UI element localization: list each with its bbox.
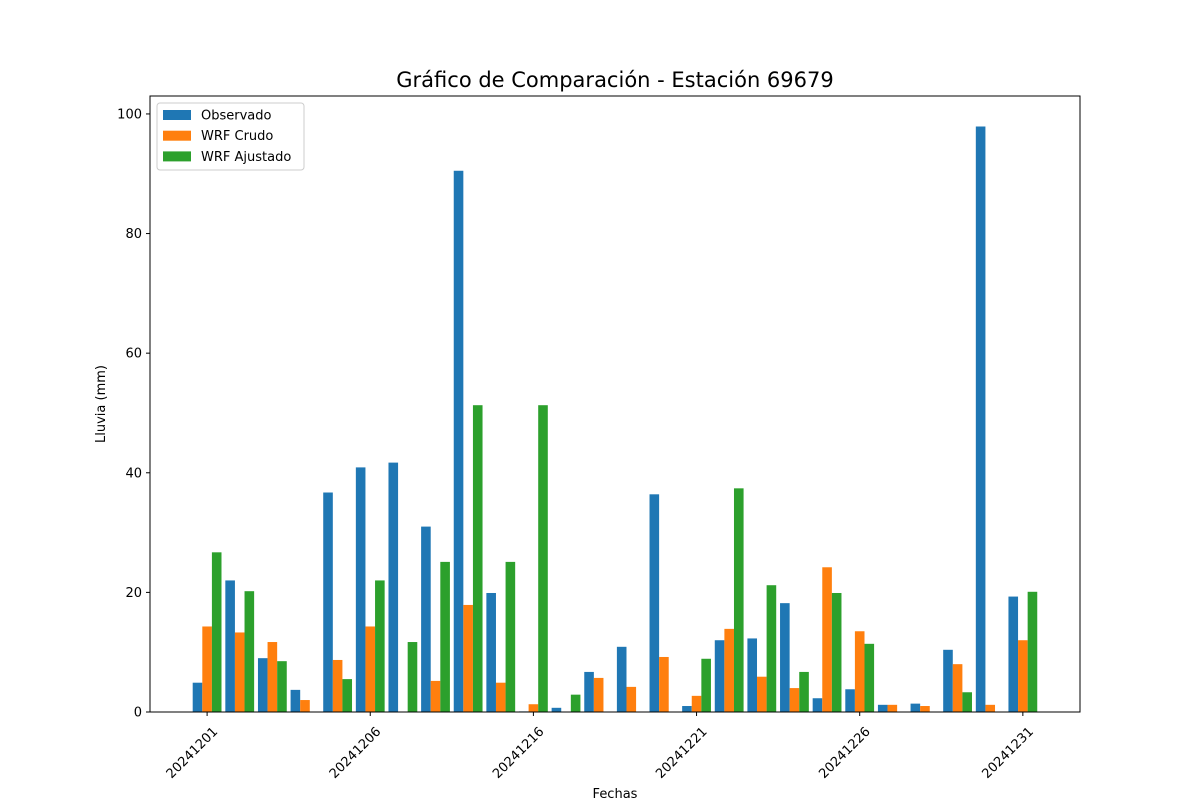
bar-0-18 <box>780 603 790 712</box>
bar-2-9 <box>505 561 516 712</box>
x-tick-label-5: 20241231 <box>980 724 1037 781</box>
legend-swatch-0 <box>163 110 191 120</box>
bar-0-9 <box>486 592 496 712</box>
y-tick-label-5: 100 <box>117 107 142 122</box>
y-tick-label-4: 80 <box>125 227 142 242</box>
bar-0-15 <box>682 706 692 712</box>
bar-0-16 <box>714 640 725 712</box>
bar-2-8 <box>472 405 483 712</box>
bar-0-2 <box>257 658 268 712</box>
bar-2-17 <box>766 585 777 712</box>
x-axis-label: Fechas <box>593 787 638 800</box>
bar-0-6 <box>388 462 399 712</box>
bar-2-11 <box>570 694 581 712</box>
bar-0-21 <box>877 704 888 712</box>
bar-1-1 <box>234 632 245 712</box>
bar-2-1 <box>244 591 255 712</box>
y-axis-label: Lluvia (mm) <box>94 365 109 443</box>
bar-2-2 <box>277 661 287 712</box>
bar-1-12 <box>593 677 604 712</box>
bar-1-13 <box>626 686 637 712</box>
bar-2-20 <box>864 643 875 712</box>
bar-0-8 <box>453 170 464 712</box>
bar-2-4 <box>342 679 353 712</box>
x-tick-label-2: 20241216 <box>490 724 547 781</box>
bar-0-3 <box>290 689 301 712</box>
bar-2-7 <box>440 561 450 712</box>
bar-1-25 <box>1018 640 1028 712</box>
bar-1-0 <box>202 626 212 712</box>
x-tick-label-4: 20241226 <box>816 724 873 781</box>
legend-label-1: WRF Crudo <box>201 129 273 144</box>
bar-0-5 <box>355 467 366 712</box>
bar-0-23 <box>943 649 953 712</box>
bar-1-7 <box>430 680 441 712</box>
y-axis: 0 20 40 60 80 100 <box>117 107 150 721</box>
bar-0-24 <box>975 126 986 712</box>
bar-1-16 <box>724 628 734 712</box>
bar-0-11 <box>551 707 562 712</box>
bar-2-19 <box>831 592 842 712</box>
bar-1-23 <box>952 664 963 712</box>
bar-2-16 <box>733 488 744 712</box>
bar-2-25 <box>1027 591 1038 712</box>
bar-0-1 <box>225 580 235 712</box>
bar-1-22 <box>920 706 930 712</box>
legend-label-2: WRF Ajustado <box>201 150 291 165</box>
bar-0-0 <box>192 682 203 712</box>
bar-2-23 <box>962 692 972 712</box>
bar-0-4 <box>323 492 333 712</box>
legend-label-0: Observado <box>201 109 272 124</box>
legend-box <box>156 102 305 171</box>
bar-1-18 <box>789 688 800 712</box>
bar-1-24 <box>985 704 996 712</box>
y-tick-label-3: 60 <box>125 347 142 362</box>
bar-2-5 <box>375 580 385 712</box>
bar-2-0 <box>211 552 222 712</box>
chart-title: Gráfico de Comparación - Estación 69679 <box>396 68 833 92</box>
bar-1-3 <box>300 700 310 712</box>
bar-1-14 <box>659 656 669 712</box>
legend: Observado WRF Crudo WRF Ajustado <box>156 102 305 171</box>
bar-1-2 <box>267 642 278 712</box>
bar-0-13 <box>616 646 627 712</box>
bar-1-4 <box>332 659 343 712</box>
bar-1-17 <box>757 676 767 712</box>
bar-0-14 <box>649 494 660 712</box>
bar-1-21 <box>887 704 898 712</box>
bar-1-8 <box>463 604 473 712</box>
bar-0-7 <box>421 526 431 712</box>
x-tick-label-3: 20241221 <box>653 724 710 781</box>
bar-0-22 <box>910 703 921 712</box>
bar-0-25 <box>1008 596 1019 712</box>
bar-2-18 <box>799 671 809 712</box>
y-tick-label-2: 40 <box>125 466 142 481</box>
legend-swatch-1 <box>163 130 191 141</box>
bar-0-17 <box>747 638 758 712</box>
bar-2-6 <box>407 642 418 712</box>
bar-1-19 <box>822 567 832 712</box>
bar-0-20 <box>845 689 855 712</box>
bar-1-5 <box>365 626 376 712</box>
x-tick-label-1: 20241206 <box>327 724 384 781</box>
bar-1-10 <box>528 704 539 712</box>
x-tick-label-0: 20241201 <box>164 724 221 781</box>
bar-1-20 <box>854 631 865 712</box>
bar-0-12 <box>584 671 594 712</box>
legend-swatch-2 <box>163 151 191 162</box>
bar-2-15 <box>701 658 711 712</box>
plot-frame <box>149 95 1081 713</box>
bar-1-9 <box>495 682 506 712</box>
bar-0-19 <box>812 698 823 712</box>
bar-1-15 <box>691 695 702 712</box>
y-tick-label-1: 20 <box>125 586 142 601</box>
y-tick-label-0: 0 <box>134 706 142 721</box>
x-axis: 20241201 20241206 20241216 20241221 20241226… <box>164 712 1037 782</box>
bar-2-10 <box>538 405 548 712</box>
bars-layer <box>192 126 1038 712</box>
